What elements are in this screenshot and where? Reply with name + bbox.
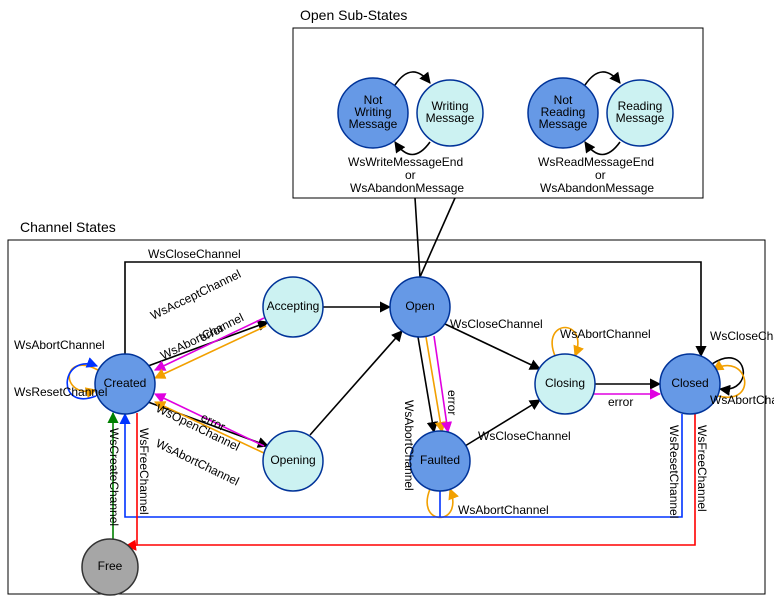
node-label-free-0: Free [98,559,123,573]
edge-label: WsFreeChannel [137,428,151,515]
substates-title: Open Sub-States [300,7,407,23]
edge-sub_write_start [395,72,430,85]
edge-sub_read_start [585,72,620,85]
node-label-faulted-0: Faulted [420,453,460,467]
edge-label: WsCloseChannel [478,429,571,443]
edge-label: WsReadMessageEnd [538,155,654,169]
edge-label: or [595,168,606,182]
node-label-closed-0: Closed [671,376,708,390]
edge-open_faulted_blk [418,337,434,432]
node-label-opening-0: Opening [270,453,315,467]
edge-label: WsAbortChannel [402,400,416,491]
node-label-not_writing-2: Message [349,117,398,131]
edge-label: WsAbortChannel [458,503,549,517]
edge-label: WsAbortChannel [14,338,105,352]
edge-callout_l [415,198,420,277]
edge-open_faulted_ab [426,337,442,432]
node-label-open-0: Open [405,299,434,313]
edge-label: WsAcceptChannel [148,267,243,323]
edge-label: WsCloseChannel [450,317,543,331]
edge-label: WsFreeChannel [695,425,709,512]
edge-label: WsCloseChannel [148,247,241,261]
node-label-writing-1: Message [426,111,475,125]
node-label-accepting-0: Accepting [267,299,320,313]
edge-label: or [405,168,416,182]
edge-opening_open [310,331,402,435]
edge-label: error [445,390,459,415]
edge-label: error [608,395,633,409]
channel-states-title: Channel States [20,219,116,235]
edge-sub_read_end [585,142,620,155]
edge-label: WsWriteMessageEnd [348,155,463,169]
edge-label: WsCreateChannel [107,428,121,526]
edge-open_faulted_err [434,336,448,432]
edge-label: WsCloseChannel [710,329,774,343]
edge-label: WsAbandonMessage [540,181,654,195]
node-label-reading-1: Message [616,111,665,125]
edge-label: WsResetChannel [14,385,107,399]
edge-label: WsAbandonMessage [350,181,464,195]
edge-label: WsAbortChannel [158,310,246,362]
node-label-not_reading-2: Message [539,117,588,131]
edge-label: WsResetChannel [667,425,681,518]
edge-label: WsAbortChannel [710,393,774,407]
node-label-closing-0: Closing [545,376,585,390]
node-label-created-0: Created [104,376,147,390]
edge-label: WsAbortChannel [560,327,651,341]
edge-sub_write_end [395,142,430,155]
edge-callout_r [420,198,455,277]
